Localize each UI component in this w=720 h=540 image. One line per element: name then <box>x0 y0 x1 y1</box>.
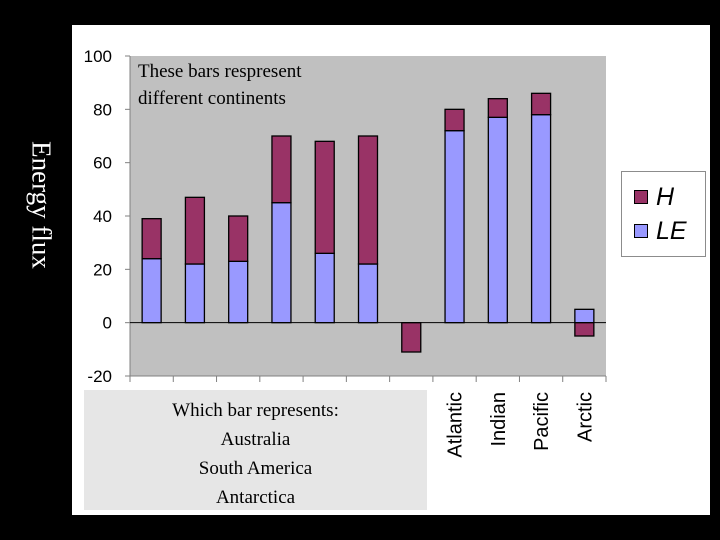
bar-le <box>141 258 162 324</box>
bar-h <box>401 322 422 353</box>
y-tick-label: 20 <box>93 260 112 279</box>
legend-label-le: LE <box>656 216 687 245</box>
question-box: Which bar represents: Australia South Am… <box>84 390 427 510</box>
legend-item-h: H <box>634 182 674 212</box>
annotation: These bars respresent different continen… <box>138 58 368 112</box>
bar-le <box>184 263 206 324</box>
legend-label-h: H <box>656 182 675 211</box>
x-category-label: Atlantic <box>445 392 467 458</box>
legend: H LE <box>621 171 706 257</box>
y-tick-label: 0 <box>103 314 112 333</box>
bar-le <box>530 114 552 324</box>
bar-h <box>444 108 465 132</box>
bar-le <box>574 308 595 324</box>
bar-le <box>444 130 465 324</box>
bar-h <box>487 98 508 118</box>
bar-le <box>314 252 335 324</box>
y-tick-label: 40 <box>93 207 112 226</box>
bar-le <box>357 263 379 324</box>
bar-le <box>228 260 249 324</box>
y-tick-label: 60 <box>93 154 112 173</box>
bar-h <box>271 135 292 204</box>
bar-h <box>141 218 162 260</box>
y-tick-label: 100 <box>84 47 112 66</box>
x-category-label: Pacific <box>531 392 553 451</box>
bar-h <box>314 140 335 254</box>
question-line-4: Antarctica <box>215 487 296 508</box>
annotation-line-2: different continents <box>138 88 286 109</box>
bar-h <box>184 196 206 265</box>
legend-swatch-h <box>634 190 648 204</box>
x-category-label: Indian <box>488 392 510 447</box>
bar-h <box>228 215 249 262</box>
bar-h <box>530 92 552 116</box>
question-line-2: Australia <box>220 429 291 450</box>
bar-le <box>487 116 508 324</box>
bar-le <box>271 202 292 324</box>
x-category-label: Arctic <box>574 392 596 442</box>
bar-h <box>357 135 379 265</box>
question-line-3: South America <box>198 458 313 479</box>
y-tick-label: -20 <box>87 367 112 386</box>
legend-item-le: LE <box>634 216 687 246</box>
y-tick-label: 80 <box>93 100 112 119</box>
annotation-line-1: These bars respresent <box>138 61 302 82</box>
bar-h <box>574 322 595 337</box>
legend-swatch-le <box>634 224 648 238</box>
question-line-1: Which bar represents: <box>172 400 339 421</box>
